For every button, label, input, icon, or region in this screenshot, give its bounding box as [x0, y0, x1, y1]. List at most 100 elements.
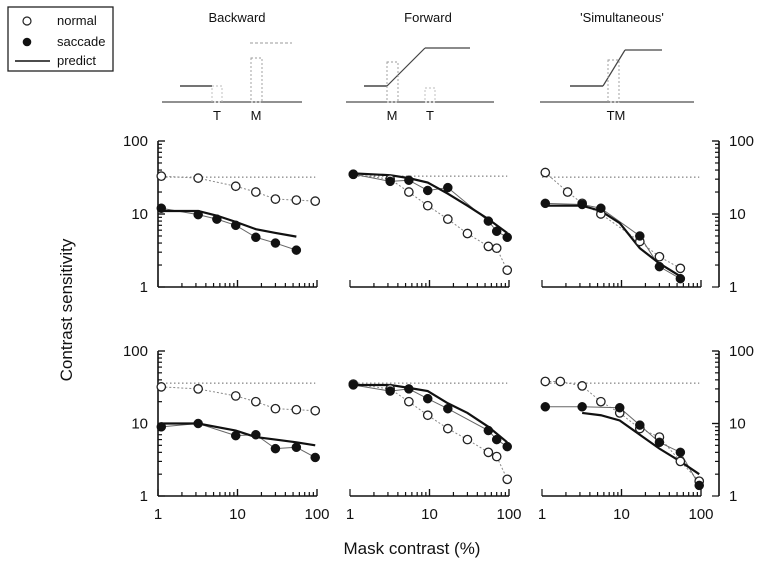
point-normal	[577, 381, 588, 391]
x-tick-label: 1	[154, 506, 162, 523]
series-line-predict	[161, 209, 297, 238]
point-saccade	[193, 209, 203, 220]
point-saccade	[270, 238, 281, 248]
schematic-mask-pulse	[250, 57, 263, 103]
y-tick-label: 100	[123, 343, 148, 360]
point-normal	[502, 265, 513, 276]
point-saccade	[502, 441, 512, 452]
y-tick-label: 100	[729, 133, 754, 150]
x-tick-label: 10	[613, 506, 630, 523]
x-axis-title: Mask contrast (%)	[344, 539, 481, 558]
point-normal	[442, 423, 453, 434]
point-saccade	[614, 402, 625, 413]
point-normal	[310, 196, 321, 206]
point-normal	[310, 405, 321, 416]
x-tick-label: 100	[304, 506, 329, 523]
point-normal	[270, 194, 281, 204]
point-normal	[462, 228, 473, 239]
point-normal	[491, 451, 502, 462]
y-tick-label: 10	[729, 416, 746, 433]
point-saccade	[385, 386, 395, 396]
point-normal	[596, 396, 606, 407]
series-line-saccade	[161, 422, 316, 458]
point-normal	[193, 384, 204, 394]
y-tick-label: 10	[131, 206, 148, 223]
x-tick-label: 100	[496, 506, 521, 523]
point-saccade	[502, 232, 512, 243]
schematic-mask-pulse	[386, 61, 399, 103]
point-normal	[491, 243, 502, 254]
point-saccade	[404, 175, 414, 185]
y-axis-title: Contrast sensitivity	[57, 238, 76, 381]
point-normal	[422, 410, 433, 421]
schematic-label-t: T	[213, 108, 221, 123]
x-tick-label: 10	[421, 506, 438, 523]
point-normal	[540, 376, 551, 387]
point-normal	[442, 214, 453, 225]
series-line-normal	[545, 380, 700, 482]
y-tick-label: 100	[123, 133, 148, 150]
point-saccade	[212, 214, 222, 224]
point-saccade	[193, 418, 203, 429]
column-title-forward: Forward	[404, 10, 452, 25]
column-title-simultaneous: 'Simultaneous'	[580, 10, 664, 25]
point-saccade	[654, 437, 665, 448]
x-tick-label: 1	[346, 506, 354, 523]
schematic-label-m: M	[387, 108, 398, 123]
point-saccade	[540, 198, 551, 209]
point-normal	[654, 251, 665, 262]
point-saccade	[635, 231, 645, 241]
point-saccade	[422, 393, 433, 404]
point-saccade	[675, 447, 686, 458]
panel	[348, 169, 513, 288]
point-normal	[193, 173, 204, 183]
schematic-ramp	[386, 47, 426, 87]
point-saccade	[577, 199, 587, 210]
point-normal	[483, 447, 494, 458]
point-saccade	[443, 403, 453, 414]
point-saccade	[404, 384, 414, 394]
point-saccade	[291, 245, 302, 255]
point-saccade	[291, 442, 302, 453]
point-saccade	[443, 182, 453, 193]
point-saccade	[310, 452, 320, 463]
point-normal	[250, 396, 261, 407]
point-normal	[230, 391, 241, 401]
panel: 1 10 100	[123, 133, 321, 296]
point-normal	[562, 187, 573, 197]
panel: 1 10 100 1 10 100	[123, 343, 330, 523]
point-saccade	[348, 169, 359, 180]
point-normal	[404, 187, 414, 197]
legend-box	[7, 6, 114, 72]
x-tick-label: 1	[538, 506, 546, 523]
point-saccade	[348, 380, 359, 390]
legend-filled-circle-icon	[22, 37, 32, 47]
schematic-combined-pulse	[607, 59, 620, 103]
point-saccade	[156, 203, 167, 213]
point-saccade	[675, 273, 686, 284]
point-saccade	[270, 443, 281, 454]
point-normal	[540, 167, 551, 178]
schematic-target-pulse	[424, 87, 436, 103]
y-tick-label: 1	[729, 279, 737, 296]
schematic-label-t: T	[426, 108, 434, 123]
point-normal	[156, 382, 167, 392]
point-normal	[291, 195, 302, 205]
point-saccade	[422, 185, 433, 196]
x-tick-label: 100	[688, 506, 713, 523]
point-saccade	[654, 261, 665, 272]
schematic-backward: T M	[162, 42, 302, 123]
legend-label-saccade: saccade	[57, 34, 105, 49]
y-tick-label: 10	[131, 416, 148, 433]
y-tick-label: 1	[729, 488, 737, 505]
panel: 1 10 100 1 10 100	[538, 343, 754, 523]
y-tick-label: 100	[729, 343, 754, 360]
legend-open-circle-icon	[22, 16, 32, 26]
point-saccade	[491, 434, 502, 445]
point-saccade	[230, 430, 241, 441]
schematic-target-pulse	[211, 85, 223, 103]
point-saccade	[251, 232, 261, 243]
schematic-forward: M T	[346, 47, 494, 123]
